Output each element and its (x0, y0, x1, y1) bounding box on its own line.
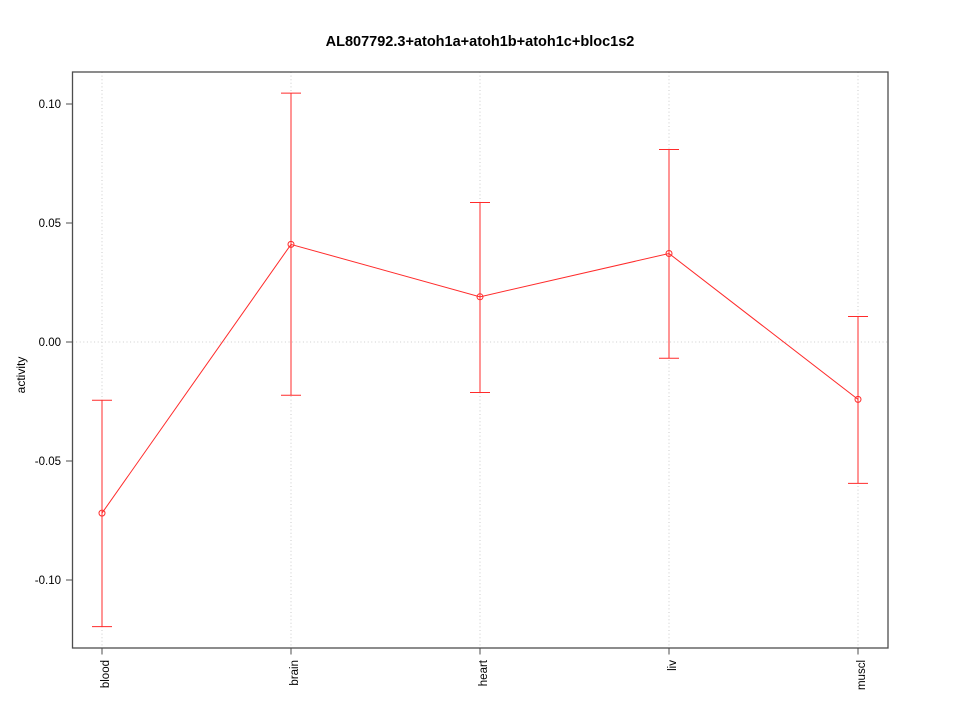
svg-text:0.05: 0.05 (39, 218, 61, 230)
svg-text:heart: heart (478, 659, 490, 686)
svg-text:AL807792.3+atoh1a+atoh1b+atoh1: AL807792.3+atoh1a+atoh1b+atoh1c+bloc1s2 (326, 34, 635, 50)
svg-text:muscl: muscl (856, 660, 868, 690)
svg-text:0.10: 0.10 (39, 99, 61, 111)
svg-text:blood: blood (100, 660, 112, 688)
svg-text:brain: brain (289, 660, 301, 686)
svg-text:liv: liv (667, 660, 679, 671)
svg-text:activity: activity (14, 357, 28, 394)
svg-text:-0.10: -0.10 (35, 575, 61, 587)
svg-text:0.00: 0.00 (39, 337, 61, 349)
svg-text:-0.05: -0.05 (35, 456, 61, 468)
